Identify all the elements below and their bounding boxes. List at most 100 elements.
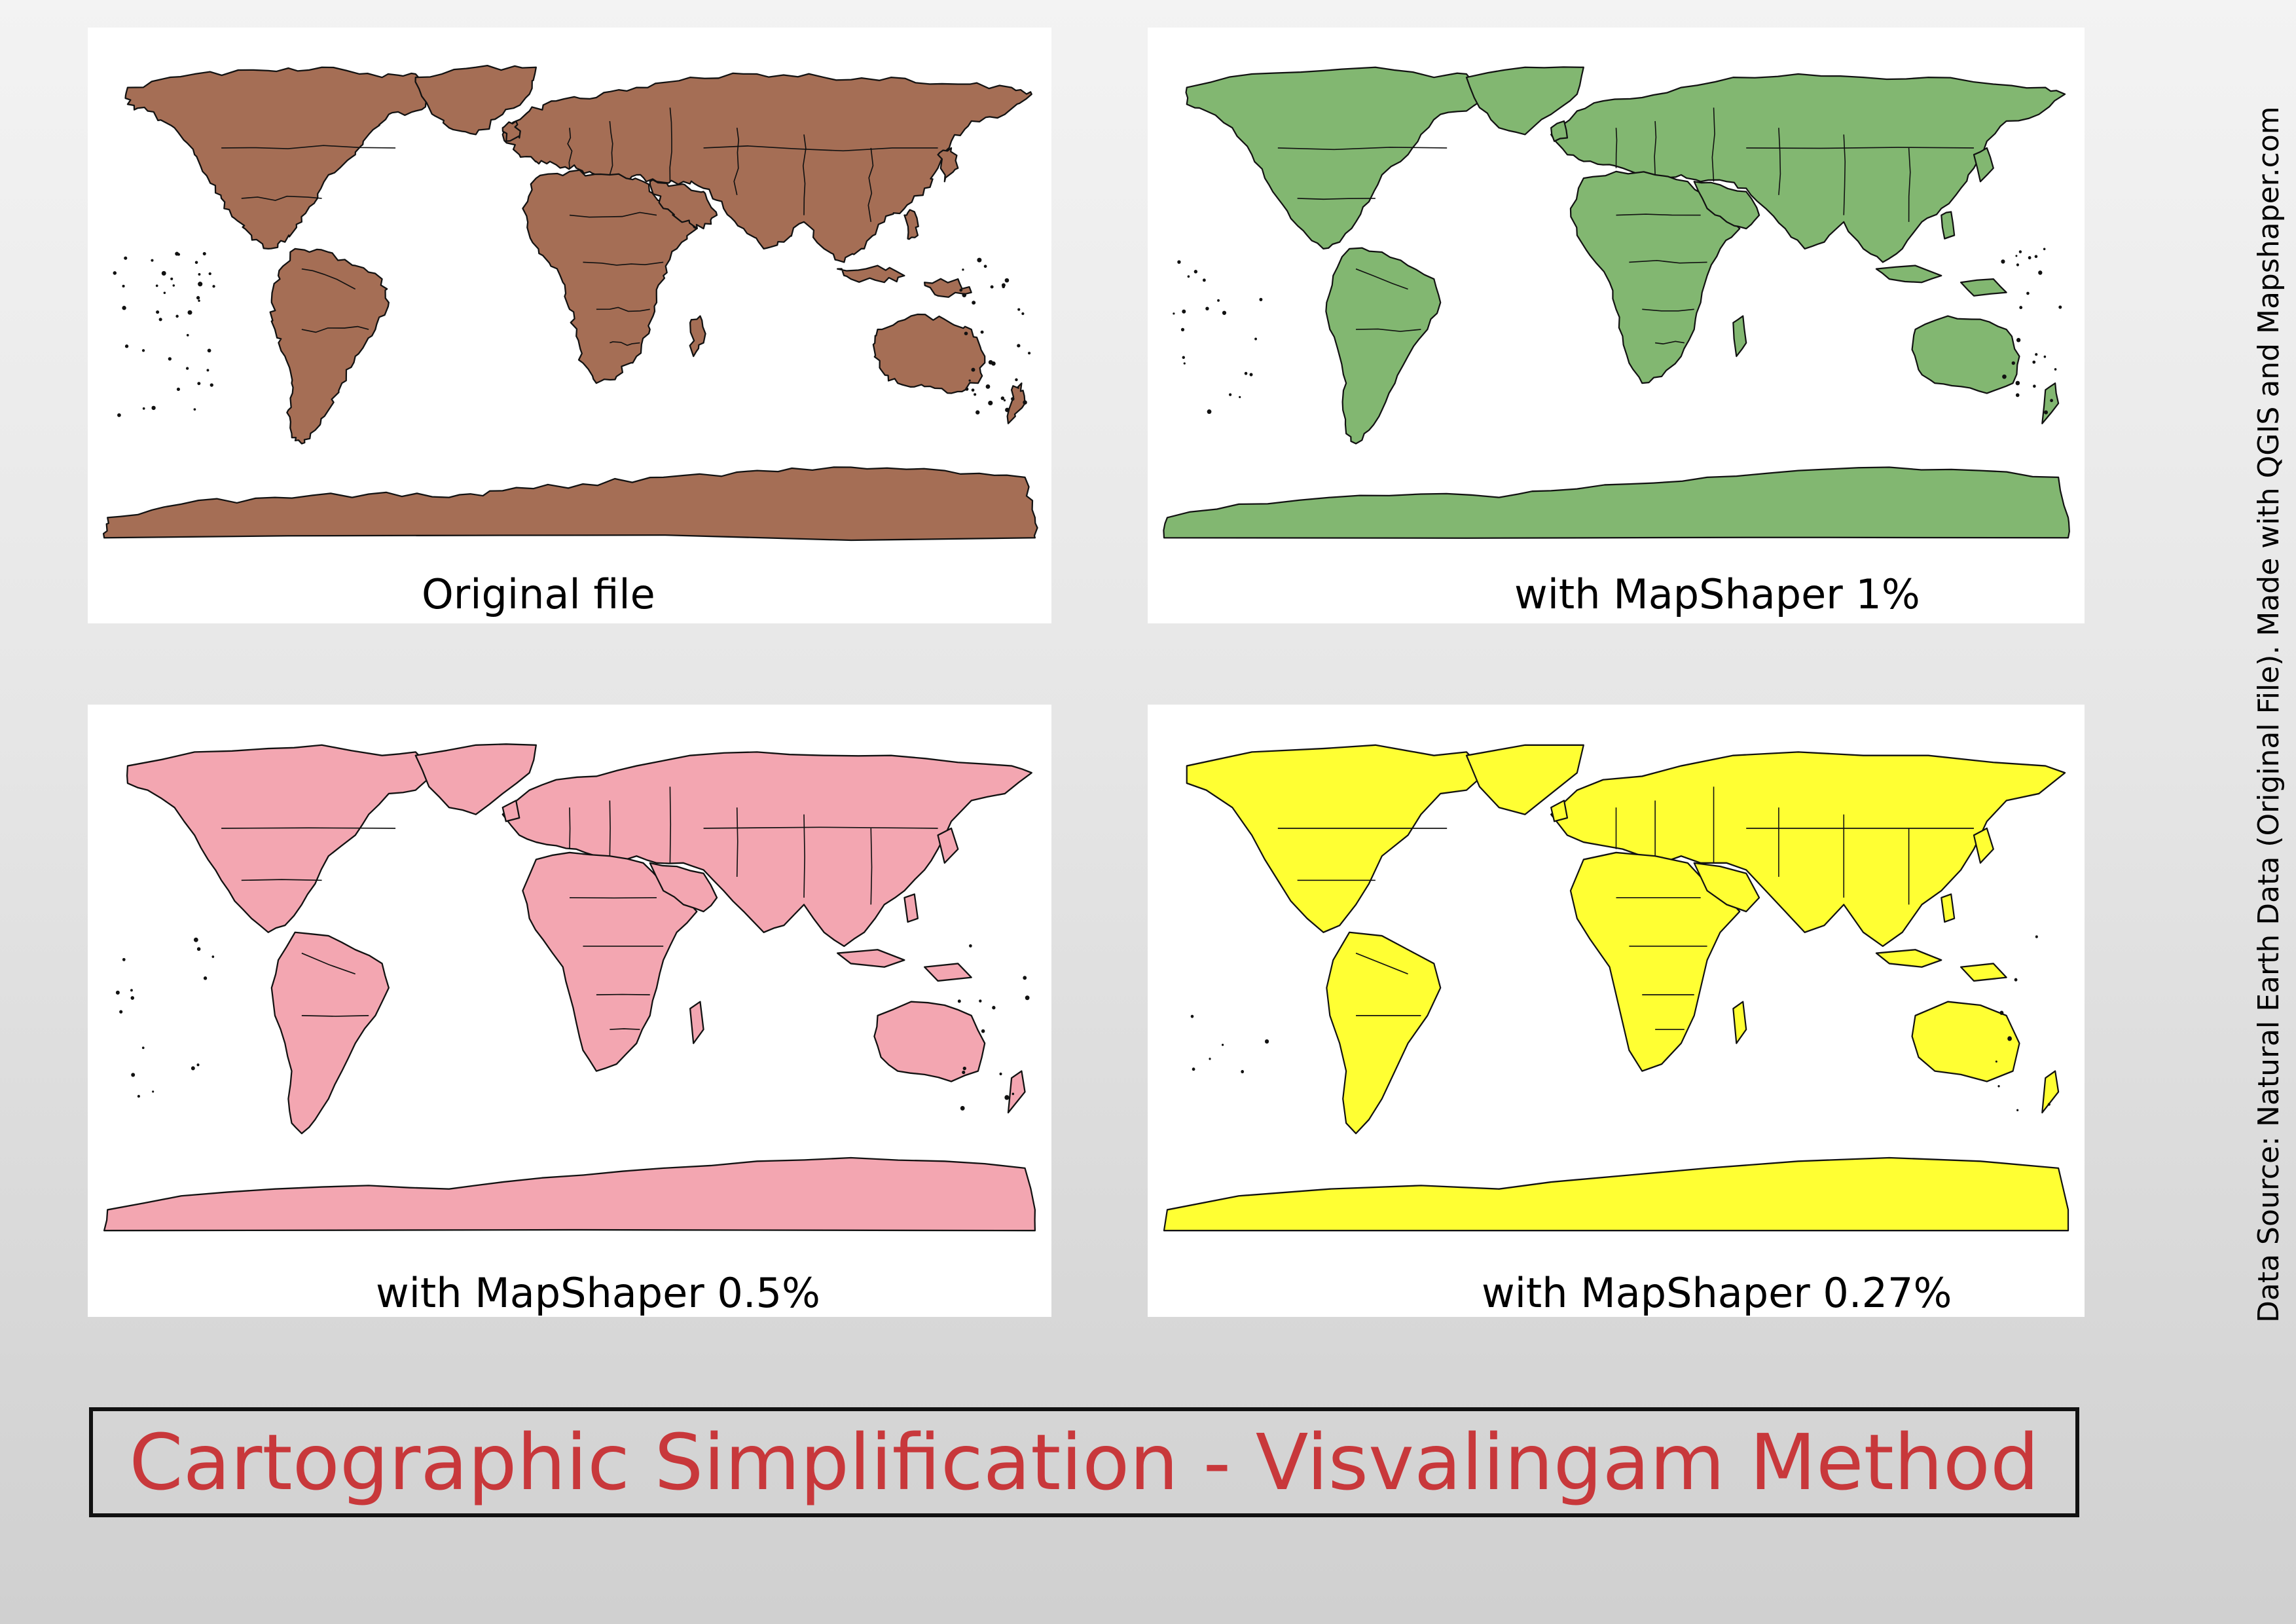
small-island <box>975 410 980 415</box>
small-island <box>156 310 160 314</box>
small-island <box>990 285 994 289</box>
small-island <box>210 383 213 387</box>
small-island <box>1173 312 1175 315</box>
island-philippines <box>903 893 919 923</box>
country-border <box>703 826 938 829</box>
small-island <box>186 334 189 337</box>
continents-mapshaper-0-27 <box>1163 744 2069 1232</box>
landmass-north-america <box>1185 66 1487 250</box>
small-island <box>964 331 968 335</box>
small-island <box>196 947 201 951</box>
small-island <box>2015 393 2020 397</box>
small-island <box>115 990 120 995</box>
island-japan <box>1973 827 1994 864</box>
country-border <box>301 952 355 975</box>
small-island <box>1023 976 1027 980</box>
small-island <box>1254 337 1257 341</box>
small-island <box>2016 1109 2019 1112</box>
country-border <box>241 879 322 881</box>
landmass-south-america <box>270 931 390 1135</box>
small-island <box>1182 309 1186 314</box>
map-panel-mapshaper-0-5: with MapShaper 0.5% <box>88 705 1051 1317</box>
small-island <box>191 1066 195 1071</box>
small-island <box>2035 935 2038 938</box>
poster-title: Cartographic Simplification - Visvalinga… <box>129 1417 2039 1507</box>
small-island <box>208 272 211 276</box>
small-island <box>1259 297 1263 301</box>
country-border <box>609 120 613 175</box>
small-island <box>1005 407 1010 413</box>
landmass-north-america <box>1186 744 1487 933</box>
small-island <box>193 937 198 942</box>
landmass-arabia <box>1693 862 1760 913</box>
small-island <box>176 387 181 391</box>
small-island <box>1207 409 1212 415</box>
small-island <box>1017 344 1021 348</box>
island-new-zealand <box>1007 1070 1026 1114</box>
islands-mapshaper-0-27 <box>1190 800 2060 1114</box>
small-island <box>1217 299 1220 302</box>
island-indonesia <box>1875 265 1942 284</box>
small-island <box>971 367 975 372</box>
small-island <box>2007 1036 2012 1041</box>
country-border <box>1297 198 1376 200</box>
small-island <box>1244 371 1248 375</box>
landmass-australia <box>1911 1001 2020 1082</box>
landmass-greenland <box>414 743 537 815</box>
small-island <box>1015 378 1018 382</box>
small-island <box>117 413 121 417</box>
small-island <box>141 349 145 352</box>
island-madagascar <box>689 315 706 358</box>
country-border <box>802 134 807 215</box>
island-philippines <box>903 209 919 240</box>
islands-mapshaper-1 <box>1173 120 2062 424</box>
title-box: Cartographic Simplification - Visvalinga… <box>89 1407 2079 1517</box>
small-island <box>969 944 972 948</box>
island-new-guinea <box>1959 963 2007 982</box>
small-island <box>1017 308 1021 311</box>
island-philippines <box>1941 893 1956 923</box>
small-island <box>992 1006 996 1010</box>
small-island <box>2035 353 2038 356</box>
continents-original <box>102 64 1038 542</box>
small-island <box>161 270 166 276</box>
small-island <box>1999 1010 2004 1015</box>
small-island <box>2044 410 2049 415</box>
small-island <box>957 999 961 1003</box>
small-island <box>1264 1039 1269 1044</box>
landmass-arabia <box>649 179 718 230</box>
country-border <box>301 325 369 333</box>
country-border <box>669 107 672 182</box>
country-border <box>567 128 573 168</box>
small-island <box>2015 255 2018 257</box>
island-uk <box>501 800 520 822</box>
landmass-africa <box>1569 851 1741 1072</box>
small-island <box>122 284 125 288</box>
small-island <box>1997 1085 2000 1088</box>
caption-mapshaper-1: with MapShaper 1% <box>1514 570 1920 618</box>
small-island <box>2050 399 2053 403</box>
island-new-guinea <box>923 963 972 982</box>
island-new-zealand <box>1006 382 1026 424</box>
small-island <box>130 989 133 992</box>
small-island <box>177 253 181 256</box>
small-island <box>211 955 215 958</box>
country-border <box>1355 268 1408 290</box>
small-island <box>974 393 977 396</box>
island-new-guinea <box>1959 278 2007 297</box>
small-island <box>1202 278 1206 282</box>
country-border <box>1778 128 1781 195</box>
landmass-australia <box>873 1001 986 1082</box>
small-island <box>193 408 196 411</box>
small-island <box>2028 256 2032 260</box>
small-island <box>972 301 976 305</box>
small-island <box>2058 305 2062 309</box>
landmass-africa <box>522 851 698 1072</box>
small-island <box>124 344 129 348</box>
islands-mapshaper-0-5 <box>115 800 1030 1114</box>
landmass-north-america <box>126 744 437 933</box>
island-japan <box>937 147 959 183</box>
small-island <box>1229 393 1232 396</box>
continents-mapshaper-1 <box>1163 66 2070 539</box>
country-border <box>803 814 805 898</box>
